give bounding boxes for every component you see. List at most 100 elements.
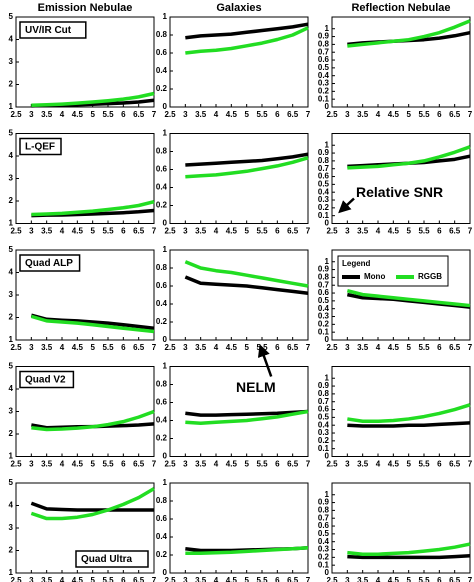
y-tick-label: 0.6 xyxy=(156,514,168,523)
x-tick-label: 5.5 xyxy=(418,227,430,236)
x-tick-label: 2.5 xyxy=(164,460,176,469)
x-tick-label: 7 xyxy=(468,460,473,469)
y-tick-label: 1 xyxy=(325,490,330,499)
x-tick-label: 4.5 xyxy=(388,110,400,119)
series-line xyxy=(30,487,155,521)
y-tick-label: 0.6 xyxy=(318,172,330,181)
y-tick-label: 0.8 xyxy=(318,506,330,515)
y-tick-label: 0.6 xyxy=(318,405,330,414)
plot-frame xyxy=(331,16,471,108)
x-tick-label: 4.5 xyxy=(388,343,400,352)
series-line xyxy=(185,546,309,555)
y-tick-label: 1 xyxy=(325,140,330,149)
x-tick-label: 6 xyxy=(275,110,280,119)
x-tick-label: 2.5 xyxy=(326,110,338,119)
y-tick-label: 0 xyxy=(325,335,330,344)
y-tick-label: 2 xyxy=(9,313,14,322)
y-tick-label: 4 xyxy=(9,268,14,277)
x-tick-label: 3.5 xyxy=(41,576,53,582)
x-tick-label: 6 xyxy=(121,110,126,119)
x-tick-label: 5.5 xyxy=(418,460,430,469)
x-tick-label: 4.5 xyxy=(388,227,400,236)
y-tick-label: 0 xyxy=(163,568,168,577)
series-line xyxy=(347,145,471,170)
x-tick-label: 7 xyxy=(468,343,473,352)
x-tick-label: 3 xyxy=(183,227,188,236)
series-line xyxy=(185,409,309,417)
y-tick-label: 0.3 xyxy=(318,79,330,88)
x-tick-label: 4.5 xyxy=(72,227,84,236)
x-tick-label: 3 xyxy=(345,460,350,469)
y-tick-label: 0.3 xyxy=(318,545,330,554)
x-tick-label: 2.5 xyxy=(326,576,338,582)
series-line xyxy=(184,275,309,295)
x-tick-label: 3.5 xyxy=(41,110,53,119)
x-tick-label: 2.5 xyxy=(164,343,176,352)
panel-label-box xyxy=(19,137,62,156)
x-tick-label: 2.5 xyxy=(10,576,22,582)
x-tick-label: 7 xyxy=(152,460,157,469)
y-tick-label: 0.6 xyxy=(156,398,168,407)
x-tick-label: 6.5 xyxy=(449,343,461,352)
x-tick-label: 6 xyxy=(437,576,442,582)
y-tick-label: 0 xyxy=(163,102,168,111)
y-tick-label: 0.3 xyxy=(318,312,330,321)
y-tick-label: 1 xyxy=(163,362,168,371)
y-tick-label: 0.5 xyxy=(318,412,330,421)
x-tick-label: 6.5 xyxy=(287,576,299,582)
y-tick-label: 0.1 xyxy=(318,444,330,453)
x-tick-label: 5 xyxy=(90,460,95,469)
y-tick-label: 0.5 xyxy=(318,63,330,72)
x-tick-label: 5.5 xyxy=(102,576,114,582)
x-tick-label: 3 xyxy=(345,227,350,236)
y-tick-label: 1 xyxy=(163,478,168,487)
x-tick-label: 4 xyxy=(60,110,65,119)
plot-frame xyxy=(169,482,309,574)
y-tick-label: 0.2 xyxy=(156,434,168,443)
y-tick-label: 0.4 xyxy=(318,537,330,546)
y-tick-label: 0.8 xyxy=(318,156,330,165)
x-tick-label: 6.5 xyxy=(133,110,145,119)
y-tick-label: 0.8 xyxy=(156,30,168,39)
x-tick-label: 6 xyxy=(275,227,280,236)
x-tick-label: 5.5 xyxy=(102,460,114,469)
panel-label: Quad ALP xyxy=(25,258,73,269)
y-tick-label: 0.4 xyxy=(318,71,330,80)
x-tick-label: 2.5 xyxy=(10,343,22,352)
y-tick-label: 0.2 xyxy=(318,552,330,561)
annotation: NELM xyxy=(236,379,276,395)
x-tick-label: 5.5 xyxy=(256,227,268,236)
y-tick-label: 0.1 xyxy=(318,560,330,569)
y-tick-label: 0.8 xyxy=(318,389,330,398)
x-tick-label: 6 xyxy=(121,460,126,469)
y-tick-label: 1 xyxy=(325,24,330,33)
x-tick-label: 3 xyxy=(29,576,34,582)
x-tick-label: 4.5 xyxy=(226,460,238,469)
x-tick-label: 6.5 xyxy=(133,227,145,236)
x-tick-label: 6 xyxy=(437,343,442,352)
y-tick-label: 1 xyxy=(325,257,330,266)
series-line xyxy=(31,409,155,432)
x-tick-label: 2.5 xyxy=(164,576,176,582)
panel-label: UV/IR Cut xyxy=(25,25,72,36)
x-tick-label: 5.5 xyxy=(256,460,268,469)
x-tick-label: 4.5 xyxy=(388,576,400,582)
y-tick-label: 4 xyxy=(9,384,14,393)
y-tick-label: 3 xyxy=(9,290,14,299)
y-tick-label: 0.6 xyxy=(156,281,168,290)
y-tick-label: 0.7 xyxy=(318,513,330,522)
x-tick-label: 4 xyxy=(376,227,381,236)
plot-frame xyxy=(169,133,309,224)
x-tick-label: 4 xyxy=(60,576,65,582)
x-tick-label: 5.5 xyxy=(102,227,114,236)
y-tick-label: 4 xyxy=(9,151,14,160)
x-tick-label: 7 xyxy=(468,110,473,119)
y-tick-label: 0.2 xyxy=(318,86,330,95)
panel-label-box xyxy=(19,370,75,389)
y-tick-label: 0.9 xyxy=(318,148,330,157)
x-tick-label: 7 xyxy=(306,576,311,582)
y-tick-label: 0.9 xyxy=(318,381,330,390)
y-tick-label: 0 xyxy=(325,452,330,461)
y-tick-label: 0.7 xyxy=(318,164,330,173)
x-tick-label: 6 xyxy=(437,110,442,119)
